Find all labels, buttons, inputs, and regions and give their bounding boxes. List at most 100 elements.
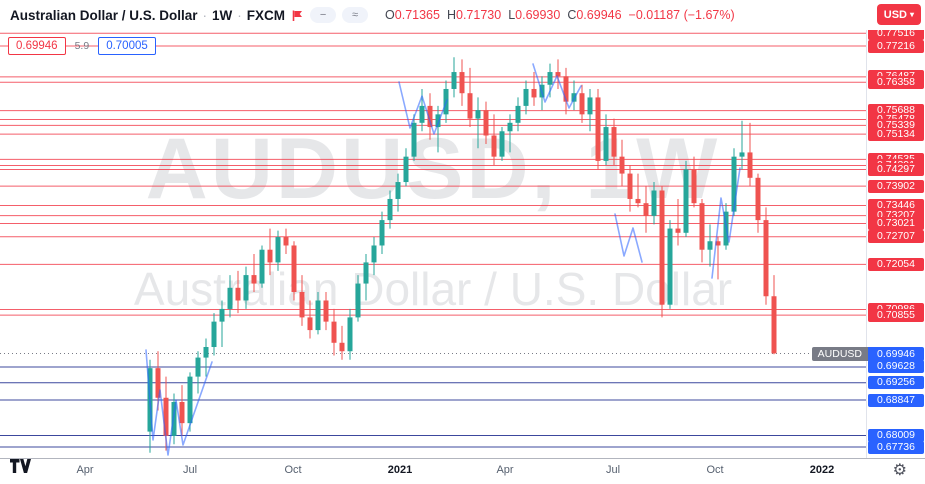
candle	[675, 228, 681, 233]
currency-button[interactable]: USD ▾	[876, 4, 921, 25]
candle	[739, 152, 745, 157]
ohlc-values: O 0.71365 H 0.71730 L 0.69930 C 0.69946 −0.0…	[378, 8, 735, 22]
candle	[307, 317, 313, 331]
candle	[435, 114, 441, 128]
candle	[179, 401, 185, 424]
price-line-label[interactable]: 0.72707	[868, 230, 924, 244]
tradingview-logo[interactable]	[10, 459, 31, 479]
candle	[619, 156, 625, 174]
candle	[235, 287, 241, 301]
candle	[475, 110, 481, 119]
candle	[411, 122, 417, 157]
candle	[331, 321, 337, 343]
candle	[555, 72, 561, 77]
candle	[323, 300, 329, 322]
order-price-box[interactable]: 0.70005	[98, 37, 156, 55]
candle	[291, 245, 297, 293]
candle	[699, 203, 705, 250]
candle	[651, 190, 657, 216]
toolbar: Australian Dollar / U.S. Dollar · 1W · F…	[0, 0, 925, 30]
price-line-label[interactable]: 0.69256	[868, 376, 924, 390]
chevron-down-icon: ▾	[909, 10, 914, 19]
spread-value: 5.9	[74, 40, 90, 52]
time-axis[interactable]: Apr Jul Oct 2021 Apr Jul Oct 2022	[0, 458, 925, 484]
time-axis-label: 2021	[387, 464, 413, 476]
price-line-label[interactable]: 0.73446	[868, 198, 924, 212]
flag-icon[interactable]	[291, 9, 304, 22]
candle	[579, 93, 585, 115]
trend-drawing	[398, 81, 448, 135]
candles-layer	[147, 57, 777, 453]
gear-icon[interactable]: ⚙	[892, 462, 907, 479]
price-line-label[interactable]: 0.67736	[868, 440, 924, 454]
candle	[603, 127, 609, 161]
trend-drawing	[711, 167, 741, 279]
price-line-label[interactable]: 0.75134	[868, 127, 924, 141]
open-label: O	[385, 8, 395, 22]
alert-price-box[interactable]: 0.69946	[8, 37, 66, 55]
trend-drawing	[614, 213, 643, 263]
price-line-label[interactable]: 0.76358	[868, 75, 924, 89]
candle	[387, 198, 393, 221]
symbol-title[interactable]: Australian Dollar / U.S. Dollar	[10, 7, 198, 23]
low-label: L	[508, 8, 516, 22]
price-line-label[interactable]: 0.77216	[868, 39, 924, 53]
time-axis-label: Jul	[182, 464, 198, 476]
wave-button[interactable]: ≈	[342, 7, 369, 23]
candle	[611, 127, 617, 157]
separator-dot: ·	[237, 7, 242, 23]
symbol-label: AUDUSD	[811, 346, 868, 361]
candle	[379, 220, 385, 246]
candle	[659, 190, 665, 305]
candle	[283, 237, 289, 246]
price-line-label[interactable]: 0.68009	[868, 428, 924, 442]
trend-drawing	[532, 63, 582, 109]
last-price-label[interactable]: AUDUSD 0.69946	[811, 346, 924, 361]
candle	[547, 72, 553, 85]
candle	[395, 182, 401, 199]
currency-label: USD	[883, 8, 907, 21]
candle	[451, 72, 457, 89]
high-label: H	[446, 8, 456, 22]
price-line-label[interactable]: 0.73021	[868, 216, 924, 230]
last-price-value: 0.69946	[868, 346, 924, 361]
candle	[587, 97, 593, 115]
hline-layer	[0, 32, 866, 448]
candle	[499, 131, 505, 157]
high-value: 0.71730	[456, 8, 502, 22]
price-line-label[interactable]: 0.72054	[868, 257, 924, 271]
time-axis-label: Jul	[605, 464, 621, 476]
collapse-button[interactable]: −	[310, 7, 337, 23]
candle	[523, 88, 529, 106]
price-line-label[interactable]: 0.74297	[868, 162, 924, 176]
exchange-label[interactable]: FXCM	[246, 7, 286, 23]
candle	[483, 110, 489, 136]
price-line-label[interactable]: 0.70855	[868, 308, 924, 322]
candle	[595, 97, 601, 161]
candle	[683, 169, 689, 233]
candle	[339, 342, 345, 352]
price-alert-boxes: 0.69946 5.9 0.70005	[8, 37, 156, 55]
candle	[635, 198, 641, 204]
candle	[747, 152, 753, 178]
interval-label[interactable]: 1W	[212, 7, 233, 23]
candle	[531, 88, 537, 98]
price-line-label[interactable]: 0.68847	[868, 393, 924, 407]
candle	[563, 76, 569, 102]
price-line-label[interactable]: 0.69628	[868, 360, 924, 374]
drawings-layer	[145, 63, 741, 456]
candle	[203, 347, 209, 358]
candle	[731, 156, 737, 212]
candle	[155, 368, 161, 398]
candle	[243, 275, 249, 301]
candle	[755, 177, 761, 221]
candle	[627, 173, 633, 199]
price-line-label[interactable]: 0.73902	[868, 179, 924, 193]
candle	[459, 72, 465, 94]
candle	[355, 283, 361, 318]
candle	[643, 203, 649, 216]
candle	[219, 308, 225, 322]
